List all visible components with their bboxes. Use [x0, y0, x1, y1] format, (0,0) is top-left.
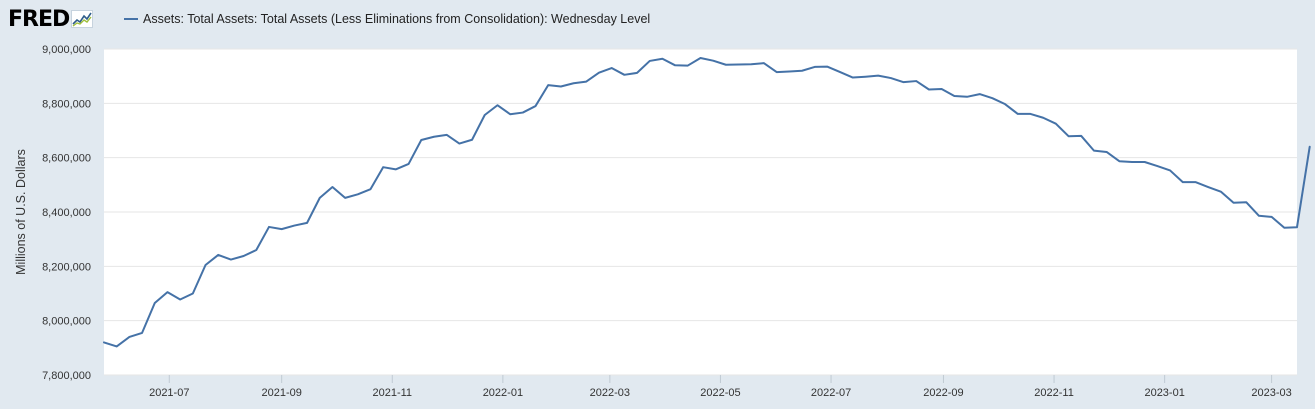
x-tick-label: 2022-03: [590, 387, 630, 399]
y-tick-label: 8,400,000: [42, 207, 91, 219]
legend-series-label: Assets: Total Assets: Total Assets (Less…: [143, 12, 651, 26]
y-tick-label: 9,000,000: [42, 44, 91, 56]
x-axis-ticks: 2021-07 2021-09 2021-11 2022-01 2022-03 2022-…: [149, 375, 1292, 399]
y-tick-label: 8,000,000: [42, 316, 91, 328]
legend-swatch: [124, 18, 138, 20]
fred-logo[interactable]: FRED: [8, 5, 94, 33]
x-tick-label: 2021-07: [149, 387, 189, 399]
y-axis-ticks: 7,800,000 8,000,000 8,200,000 8,400,000 8,60…: [42, 44, 91, 382]
x-tick-label: 2022-07: [811, 387, 851, 399]
y-tick-label: 7,800,000: [42, 370, 91, 382]
chart-legend: Assets: Total Assets: Total Assets (Less…: [124, 10, 650, 28]
y-tick-label: 8,200,000: [42, 261, 91, 273]
grid-lines: [104, 48, 1297, 376]
x-tick-label: 2022-01: [483, 387, 523, 399]
x-tick-label: 2022-05: [700, 387, 740, 399]
series-line: [103, 56, 1311, 348]
x-tick-label: 2021-11: [372, 387, 412, 399]
line-graph-icon: [71, 10, 94, 28]
x-tick-label: 2023-01: [1144, 387, 1184, 399]
x-tick-label: 2023-03: [1251, 387, 1291, 399]
x-tick-label: 2022-11: [1034, 387, 1074, 399]
chart-header: FRED Assets: Total Assets: Total Assets …: [0, 0, 1315, 38]
x-tick-label: 2022-09: [923, 387, 963, 399]
series-group: [103, 56, 1311, 348]
y-tick-label: 8,800,000: [42, 98, 91, 110]
x-tick-label: 2021-09: [261, 387, 301, 399]
y-tick-label: 8,600,000: [42, 153, 91, 165]
fred-logo-text: FRED: [8, 6, 70, 32]
